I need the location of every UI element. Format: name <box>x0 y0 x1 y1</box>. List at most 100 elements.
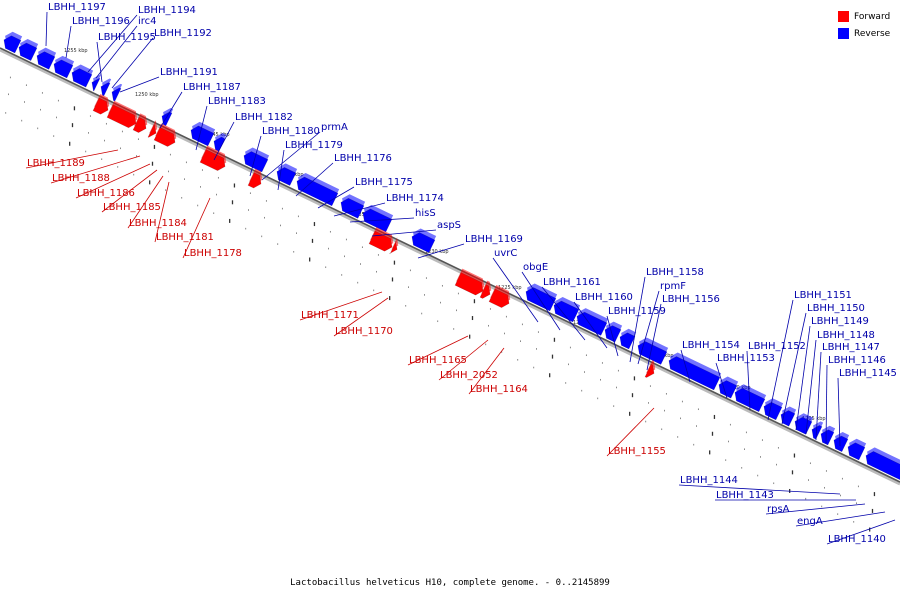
connector-lbhh-1161 <box>541 286 586 341</box>
connector-lbhh-2052 <box>438 339 489 381</box>
gene-lbhh-1179[interactable] <box>276 163 298 186</box>
connector-lbhh-1183 <box>195 105 208 151</box>
gene-lbhh-1192[interactable] <box>91 74 102 92</box>
connector-lbhh-1180 <box>249 135 262 177</box>
label-lbhh-1188: LBHH_1188 <box>52 173 110 184</box>
connector-lbhh-1171 <box>299 291 383 321</box>
gene-lbhh-1185[interactable] <box>147 120 158 138</box>
gene-lbhh-1184[interactable] <box>153 123 177 147</box>
gene-lbhh-1165[interactable] <box>454 268 485 296</box>
gene-hiss[interactable] <box>411 228 437 253</box>
label-lbhh-1159: LBHH_1159 <box>608 306 666 317</box>
label-lbhh-1180: LBHH_1180 <box>262 126 320 137</box>
connector-rpmf <box>637 290 660 365</box>
connector-lbhh-1195 <box>96 41 103 83</box>
gene-lbhh-1149[interactable] <box>847 438 867 461</box>
label-enga: engA <box>797 516 823 527</box>
gene-lbhh-1151[interactable] <box>820 425 836 446</box>
gene-lbhh-1164[interactable] <box>488 284 511 308</box>
gene-lbhh-1195[interactable] <box>71 64 94 88</box>
gene-lbhh-1186[interactable] <box>132 113 148 133</box>
gene-lbhh-1189[interactable] <box>92 94 110 115</box>
connector-lbhh-1153 <box>715 362 728 399</box>
label-lbhh-1187: LBHH_1187 <box>183 82 241 93</box>
gene-lbhh-1148[interactable] <box>865 447 900 481</box>
label-lbhh-1170: LBHH_1170 <box>335 326 393 337</box>
connector-uvrc <box>492 257 539 323</box>
legend-reverse-label: Reverse <box>854 28 891 39</box>
gene-features <box>3 31 900 481</box>
label-lbhh-1189: LBHH_1189 <box>27 158 85 169</box>
connector-lbhh-1178 <box>182 197 211 259</box>
gene-lbhh-1188[interactable] <box>106 100 138 129</box>
gene-uvrc[interactable] <box>576 308 609 336</box>
connector-lbhh-1165 <box>407 335 469 366</box>
gene-lbhh-1150[interactable] <box>833 432 850 453</box>
track-ticks <box>5 76 876 532</box>
scale-label: 1250 kbp <box>135 92 159 98</box>
label-lbhh-1176: LBHH_1176 <box>334 153 392 164</box>
gene-lbhh-1181[interactable] <box>199 145 227 172</box>
connector-lbhh-1185 <box>101 169 158 213</box>
gene-lbhh-1161[interactable] <box>619 328 637 350</box>
connector-lbhh-1192 <box>111 37 154 89</box>
gene-lbhh-1155[interactable] <box>644 360 656 378</box>
reverse-swatch <box>838 28 849 39</box>
connector-lbhh-1179 <box>277 149 285 191</box>
connector-obge <box>521 271 561 331</box>
gene-lbhh-1176[interactable] <box>296 173 340 207</box>
gene-prma[interactable] <box>243 147 270 173</box>
label-lbhh-1158: LBHH_1158 <box>646 267 704 278</box>
label-lbhh-1145: LBHH_1145 <box>839 368 897 379</box>
gene-lbhh-1160[interactable] <box>637 337 669 365</box>
label-uvrc: uvrC <box>494 248 517 259</box>
gene-lbhh-1152[interactable] <box>811 421 824 440</box>
label-rpmf: rpmF <box>660 281 686 292</box>
gene-rpmf[interactable] <box>734 384 767 413</box>
label-lbhh-1174: LBHH_1174 <box>386 193 444 204</box>
label-lbhh-1186: LBHH_1186 <box>77 188 135 199</box>
connector-lbhh-1158 <box>629 276 646 363</box>
gene-lbhh-1180[interactable] <box>213 133 227 152</box>
gene-lbhh-1169[interactable] <box>553 296 581 323</box>
gene-lbhh-1159[interactable] <box>668 352 722 391</box>
gene-lbhh-1178[interactable] <box>247 168 263 189</box>
gene-asps[interactable] <box>525 283 558 312</box>
connector-asps <box>371 229 437 237</box>
label-lbhh-1185: LBHH_1185 <box>103 202 161 213</box>
label-lbhh-1150: LBHH_1150 <box>807 303 865 314</box>
connector-lbhh-1194 <box>87 14 138 73</box>
connector-lbhh-1140 <box>826 519 896 545</box>
gene-lbhh-1182[interactable] <box>190 121 216 147</box>
label-irc4: irc4 <box>138 16 157 27</box>
gene-lbhh-1197[interactable] <box>3 31 23 54</box>
gene-irc4[interactable] <box>53 55 75 79</box>
gene-lbhh-1156[interactable] <box>763 398 784 421</box>
connector-lbhh-1145 <box>837 377 841 447</box>
label-lbhh-1151: LBHH_1151 <box>794 290 852 301</box>
gene-lbhh-1170[interactable] <box>388 237 399 255</box>
gene-obge[interactable] <box>604 321 623 343</box>
connector-lbhh-1159 <box>606 315 619 357</box>
connector-lbhh-1191 <box>119 76 160 93</box>
connector-lbhh-1155 <box>606 407 655 457</box>
gene-lbhh-1187[interactable] <box>111 83 123 102</box>
legend-forward-label: Forward <box>854 11 891 22</box>
gene-lbhh-1191[interactable] <box>100 78 112 97</box>
scale-label: 1245 kbp <box>206 132 230 138</box>
label-lbhh-1197: LBHH_1197 <box>48 2 106 13</box>
gene-lbhh-1194[interactable] <box>36 47 57 70</box>
scale-label: 1255 kbp <box>64 48 88 54</box>
label-lbhh-1152: LBHH_1152 <box>748 341 806 352</box>
gene-lbhh-2052[interactable] <box>479 280 492 299</box>
label-lbhh-1140: LBHH_1140 <box>828 534 886 545</box>
gene-lbhh-1196[interactable] <box>18 38 39 62</box>
gene-lbhh-1183[interactable] <box>161 107 174 127</box>
gene-lbhh-1154[interactable] <box>780 406 797 427</box>
connector-lbhh-1169 <box>417 243 465 259</box>
label-rpsa: rpsA <box>767 504 790 515</box>
label-hiss: hisS <box>415 208 436 219</box>
legend: Forward Reverse <box>838 8 890 42</box>
